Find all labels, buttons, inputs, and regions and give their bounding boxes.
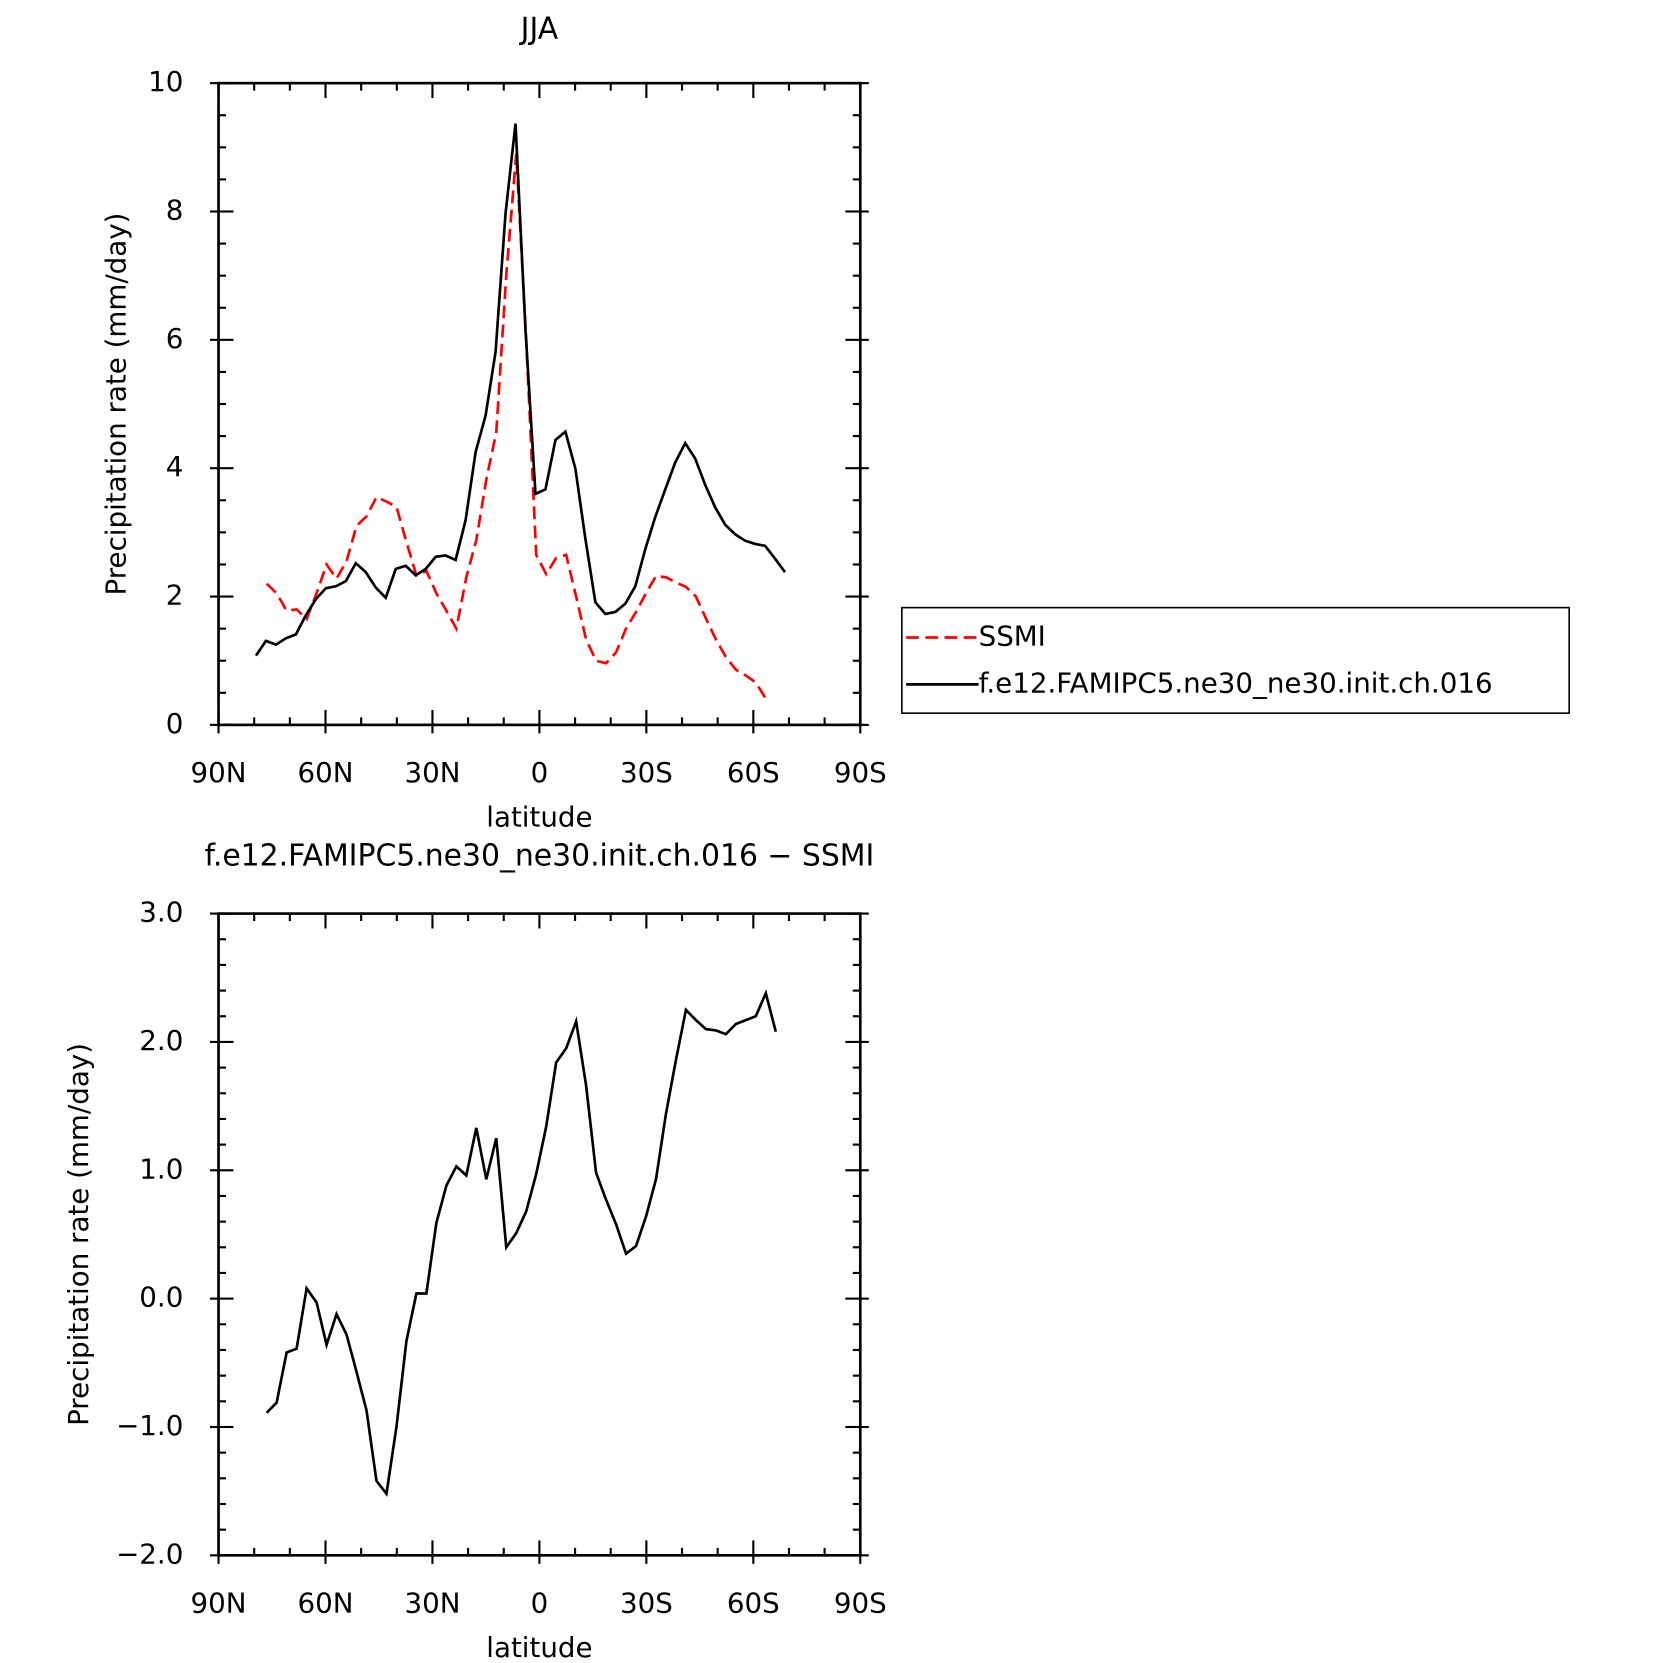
x-tick-label: 60N [298,756,354,789]
y-tick-label: 2 [166,579,184,612]
y-tick-label: 8 [166,193,184,226]
data-line [265,989,778,1497]
x-tick-label: 0 [531,756,549,789]
y-axis-label: Precipitation rate (mm/day) [99,213,132,596]
x-tick-label: 60S [727,756,780,789]
y-tick-label: 3.0 [139,896,183,929]
x-tick-label: 0 [531,1586,549,1619]
y-tick-label: 10 [148,65,183,98]
x-tick-label: 30S [620,1586,673,1619]
x-tick-label: 90N [191,1586,247,1619]
x-tick-label: 30N [404,1586,460,1619]
x-tick-label: 90S [834,1586,887,1619]
x-tick-label: 90N [191,756,247,789]
y-tick-label: 2.0 [139,1024,183,1057]
x-axis-label: latitude [486,801,592,834]
y-tick-label: 0 [166,707,184,740]
legend-label: SSMI [979,619,1046,652]
plot-frame [217,912,862,1557]
x-tick-label: 30S [620,756,673,789]
y-tick-label: −2.0 [116,1537,183,1570]
y-tick-label: 1.0 [139,1152,183,1185]
plot-frame [217,81,862,727]
x-tick-label: 30N [404,756,460,789]
x-tick-label: 60S [727,1586,780,1619]
y-tick-label: 6 [166,322,184,355]
data-line [265,153,767,700]
y-tick-label: 4 [166,450,184,483]
legend-label: f.e12.FAMIPC5.ne30_ne30.init.ch.016 [979,666,1493,699]
x-axis-label: latitude [486,1631,592,1663]
x-tick-label: 60N [298,1586,354,1619]
chart-title: f.e12.FAMIPC5.ne30_ne30.init.ch.016 − SS… [205,839,875,874]
y-tick-label: 0.0 [139,1281,183,1314]
chart-title: JJA [519,11,559,46]
data-line [254,123,787,657]
y-tick-label: −1.0 [116,1409,183,1442]
legend-box [901,606,1570,714]
x-tick-label: 90S [834,756,887,789]
y-axis-label: Precipitation rate (mm/day) [62,1043,95,1426]
